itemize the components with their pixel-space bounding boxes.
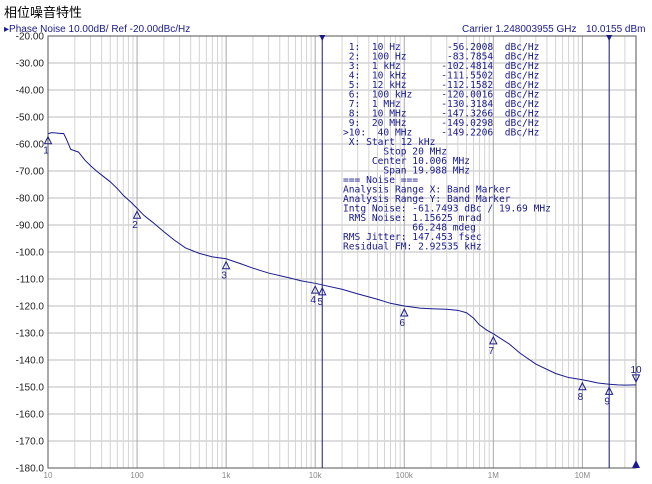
phase-noise-trace — [47, 132, 637, 386]
readout-line: 5: 12 kHz -112.1582 dBc/Hz — [343, 80, 539, 91]
marker-3-triangle — [221, 260, 231, 270]
x-tick-label: 100k — [396, 471, 414, 480]
trace-arrow-icon: ▸ — [4, 24, 10, 35]
analysis-band-lines — [319, 35, 640, 468]
readout-line: RMS Jitter: 147.453 fsec — [343, 232, 482, 243]
y-axis: -20.00 -30.00 -40.00 -50.00 -60.00 -70.00 -80.… — [16, 32, 45, 475]
readout-line: 2: 100 Hz -83.7854 dBc/Hz — [343, 52, 539, 63]
readout-line: Intg Noise: -61.7493 dBc / 19.69 MHz — [343, 204, 551, 215]
marker-1-label: 1 — [43, 146, 49, 157]
marker-5-label: 5 — [317, 297, 323, 308]
y-tick-label: -180.0 — [16, 464, 45, 475]
band-top-arrow-icon — [606, 35, 613, 41]
window-title: 相位噪音特性 — [4, 5, 83, 20]
readout-line: 8: 10 MHz -147.3266 dBc/Hz — [343, 109, 539, 120]
y-tick-label: -70.00 — [16, 167, 45, 178]
y-tick-label: -100.0 — [16, 248, 45, 259]
y-tick-label: -40.00 — [16, 86, 45, 97]
readout-line: 66.248 mdeg — [343, 223, 476, 234]
y-tick-label: -150.0 — [16, 383, 45, 394]
band-top-arrow-icon — [319, 35, 326, 41]
y-tick-label: -80.00 — [16, 194, 45, 205]
marker-10-triangle — [631, 374, 641, 384]
readout-line: 3: 1 kHz -102.4814 dBc/Hz — [343, 61, 539, 72]
y-tick-label: -110.0 — [16, 275, 44, 286]
y-tick-label: -60.00 — [16, 140, 45, 151]
readout-line: 6: 100 kHz -120.0016 dBc/Hz — [343, 90, 539, 101]
readout-line: >10: 40 MHz -149.2206 dBc/Hz — [343, 128, 539, 139]
marker-8-triangle — [578, 381, 587, 391]
marker-4-label: 4 — [310, 295, 316, 306]
readout-line: === Noise === — [343, 175, 418, 186]
plot-frame — [47, 35, 637, 469]
marker-7-label: 7 — [489, 346, 495, 357]
x-axis: 10 100 1k 10k 100k 1M 10M — [44, 471, 591, 480]
marker-9-label: 9 — [604, 396, 610, 407]
y-tick-label: -120.0 — [16, 302, 45, 313]
y-tick-label: -130.0 — [16, 329, 45, 340]
marker-9-triangle — [604, 386, 614, 395]
trace-header: ▸Phase Noise 10.00dB/ Ref -20.00dBc/Hz — [4, 24, 190, 35]
x-tick-label: 1M — [488, 471, 499, 480]
readout-line: 9: 20 MHz -149.0298 dBc/Hz — [343, 118, 539, 129]
marker-6-label: 6 — [399, 318, 405, 329]
marker-4-triangle — [310, 285, 320, 294]
marker-2-triangle — [132, 210, 142, 219]
readout-line: RMS Noise: 1.15625 mrad — [343, 213, 482, 224]
x-tick-label: 1k — [222, 471, 231, 480]
x-tick-label: 10k — [309, 471, 323, 480]
marker-6-triangle — [399, 307, 409, 317]
y-tick-label: -170.0 — [16, 437, 45, 448]
marker-7-triangle — [489, 335, 498, 345]
y-tick-label: -30.00 — [16, 59, 45, 70]
readout-line: Span 19.988 MHz — [343, 166, 470, 177]
y-tick-label: -140.0 — [16, 356, 45, 367]
band-end-arrow-icon — [632, 460, 640, 468]
marker-10-label: 10 — [630, 365, 642, 376]
marker-1-triangle — [43, 135, 53, 145]
readout-line: 1: 10 Hz -56.2008 dBc/Hz — [343, 42, 539, 53]
readout-line: Center 10.006 MHz — [343, 156, 470, 167]
marker-5-triangle — [317, 286, 327, 296]
carrier-frequency: Carrier 1.248003955 GHz — [462, 24, 577, 35]
readout-line: Analysis Range Y: Band Marker — [343, 194, 511, 205]
y-tick-label: -20.00 — [16, 32, 45, 43]
marker-readout-panel: 1: 10 Hz -56.2008 dBc/Hz 2: 100 Hz -83.7… — [343, 42, 551, 253]
readout-line: X: Start 12 kHz — [343, 137, 435, 148]
x-tick-label: 10M — [575, 471, 591, 480]
readout-line: Stop 20 MHz — [343, 147, 447, 158]
x-tick-label: 10 — [44, 471, 53, 480]
trace-settings: Phase Noise 10.00dB/ Ref -20.00dBc/Hz — [9, 24, 191, 35]
y-tick-label: -160.0 — [16, 410, 45, 421]
marker-8-label: 8 — [578, 392, 584, 403]
readout-line: Residual FM: 2.92535 kHz — [343, 242, 482, 253]
readout-line: 7: 1 MHz -130.3184 dBc/Hz — [343, 99, 539, 110]
carrier-level: 10.0155 dBm — [586, 24, 646, 35]
chart-grid — [48, 35, 636, 469]
x-tick-label: 100 — [130, 471, 144, 480]
y-tick-label: -50.00 — [16, 113, 45, 124]
marker-3-label: 3 — [221, 271, 227, 282]
readout-line: 4: 10 kHz -111.5502 dBc/Hz — [343, 71, 539, 82]
y-tick-label: -90.00 — [16, 221, 45, 232]
marker-group: 1 2 3 4 5 6 7 8 9 10 — [43, 135, 642, 407]
marker-2-label: 2 — [132, 220, 138, 231]
readout-line: Analysis Range X: Band Marker — [343, 185, 511, 196]
